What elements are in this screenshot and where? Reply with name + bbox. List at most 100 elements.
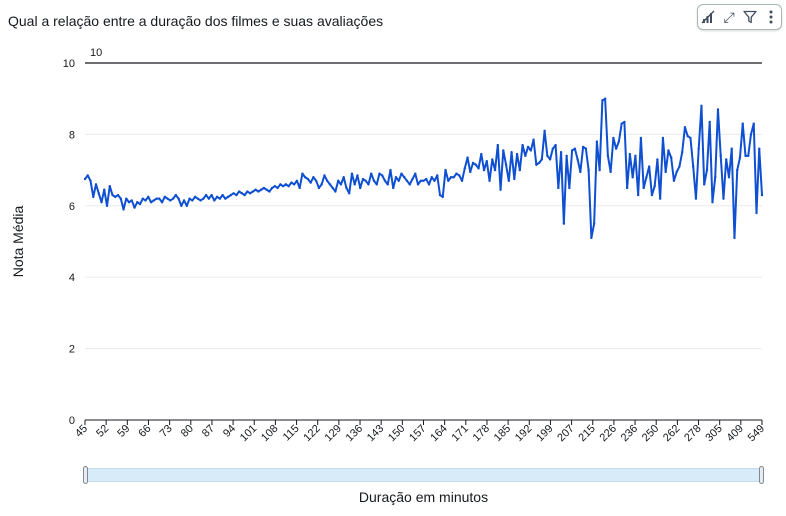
data-point bbox=[719, 154, 722, 158]
data-point bbox=[548, 158, 552, 161]
data-point bbox=[279, 183, 282, 186]
data-point bbox=[210, 193, 213, 197]
data-point bbox=[163, 195, 167, 199]
data-point bbox=[628, 152, 632, 156]
data-point bbox=[397, 179, 400, 183]
y-tick-label: 4 bbox=[69, 272, 75, 284]
data-point bbox=[458, 174, 461, 177]
data-point bbox=[526, 145, 530, 149]
data-point bbox=[353, 183, 356, 186]
data-point bbox=[474, 163, 477, 166]
data-point bbox=[471, 161, 475, 165]
data-point bbox=[570, 149, 574, 152]
x-tick-label: 101 bbox=[238, 423, 259, 444]
data-point bbox=[559, 151, 563, 154]
x-tick-label: 262 bbox=[661, 423, 682, 444]
data-point bbox=[196, 197, 200, 200]
data-point bbox=[235, 193, 238, 197]
data-point bbox=[218, 197, 222, 200]
data-point bbox=[237, 190, 241, 193]
data-point bbox=[328, 183, 332, 186]
data-point bbox=[491, 158, 494, 161]
expand-icon[interactable]: ⤢ bbox=[723, 8, 735, 25]
data-point bbox=[414, 172, 417, 175]
data-point bbox=[504, 163, 508, 166]
data-point bbox=[394, 176, 398, 179]
filter-icon[interactable] bbox=[742, 9, 758, 25]
data-point bbox=[551, 147, 555, 150]
data-point bbox=[727, 176, 731, 179]
data-point bbox=[83, 177, 87, 181]
data-point bbox=[502, 149, 505, 152]
data-point bbox=[276, 186, 279, 190]
y-axis-ticks: 0 2 4 6 8 10 bbox=[63, 58, 75, 427]
data-point bbox=[92, 195, 95, 199]
data-point bbox=[381, 174, 384, 177]
data-point bbox=[350, 172, 354, 175]
data-point bbox=[620, 122, 623, 125]
data-point bbox=[485, 159, 488, 163]
data-point bbox=[444, 168, 447, 172]
data-point bbox=[658, 197, 662, 200]
data-point bbox=[270, 186, 274, 190]
data-point bbox=[645, 176, 648, 179]
data-point bbox=[419, 179, 422, 183]
range-scrollbar[interactable] bbox=[85, 468, 762, 482]
data-point bbox=[736, 168, 739, 172]
data-point bbox=[416, 183, 420, 186]
data-point bbox=[213, 199, 216, 202]
data-point bbox=[515, 152, 519, 156]
data-point bbox=[392, 186, 395, 190]
chart-title: Qual a relação entre a duração dos filme… bbox=[8, 13, 384, 29]
range-handle-left[interactable] bbox=[83, 466, 88, 484]
data-point bbox=[147, 195, 150, 199]
data-point bbox=[463, 167, 466, 170]
data-point bbox=[664, 170, 667, 174]
data-point bbox=[711, 201, 714, 204]
data-point bbox=[292, 183, 296, 186]
x-tick-label: 199 bbox=[534, 423, 555, 444]
data-point bbox=[306, 177, 310, 181]
data-point bbox=[738, 156, 742, 159]
x-tick-label: 236 bbox=[619, 423, 640, 444]
data-point bbox=[191, 199, 194, 202]
data-point bbox=[94, 183, 98, 186]
data-point bbox=[722, 197, 725, 200]
data-point bbox=[262, 186, 266, 190]
data-point bbox=[114, 195, 117, 199]
data-point bbox=[758, 147, 761, 150]
data-point bbox=[507, 179, 511, 183]
x-tick-label: 409 bbox=[724, 423, 745, 444]
data-point bbox=[204, 193, 208, 197]
data-point bbox=[180, 204, 183, 207]
data-point bbox=[692, 165, 695, 168]
x-tick-label: 52 bbox=[94, 423, 111, 440]
data-point bbox=[460, 179, 464, 183]
more-options-icon[interactable] bbox=[763, 9, 779, 25]
data-point bbox=[642, 186, 645, 190]
data-point bbox=[466, 156, 469, 159]
data-point bbox=[716, 108, 720, 111]
data-point bbox=[199, 199, 202, 202]
data-point bbox=[290, 181, 293, 184]
data-point bbox=[331, 186, 334, 190]
data-point bbox=[661, 136, 665, 140]
chart-type-icon[interactable] bbox=[700, 9, 716, 25]
reference-line-label: 10 bbox=[90, 47, 102, 59]
data-point bbox=[568, 186, 571, 190]
data-point bbox=[221, 193, 224, 197]
data-point bbox=[708, 120, 711, 124]
data-point bbox=[675, 170, 678, 174]
x-axis-ticks: 45 52 59 66 73 80 87 94 101 108 115 122 129 136 143 150… bbox=[73, 420, 767, 444]
data-point bbox=[144, 199, 147, 202]
data-point bbox=[251, 190, 255, 193]
data-point bbox=[152, 199, 155, 202]
data-point bbox=[100, 201, 103, 204]
data-point bbox=[422, 179, 425, 183]
data-point bbox=[284, 183, 288, 186]
data-point bbox=[86, 174, 89, 177]
data-point bbox=[524, 154, 527, 158]
data-point bbox=[268, 190, 271, 193]
range-handle-right[interactable] bbox=[759, 466, 764, 484]
data-points bbox=[83, 97, 764, 240]
